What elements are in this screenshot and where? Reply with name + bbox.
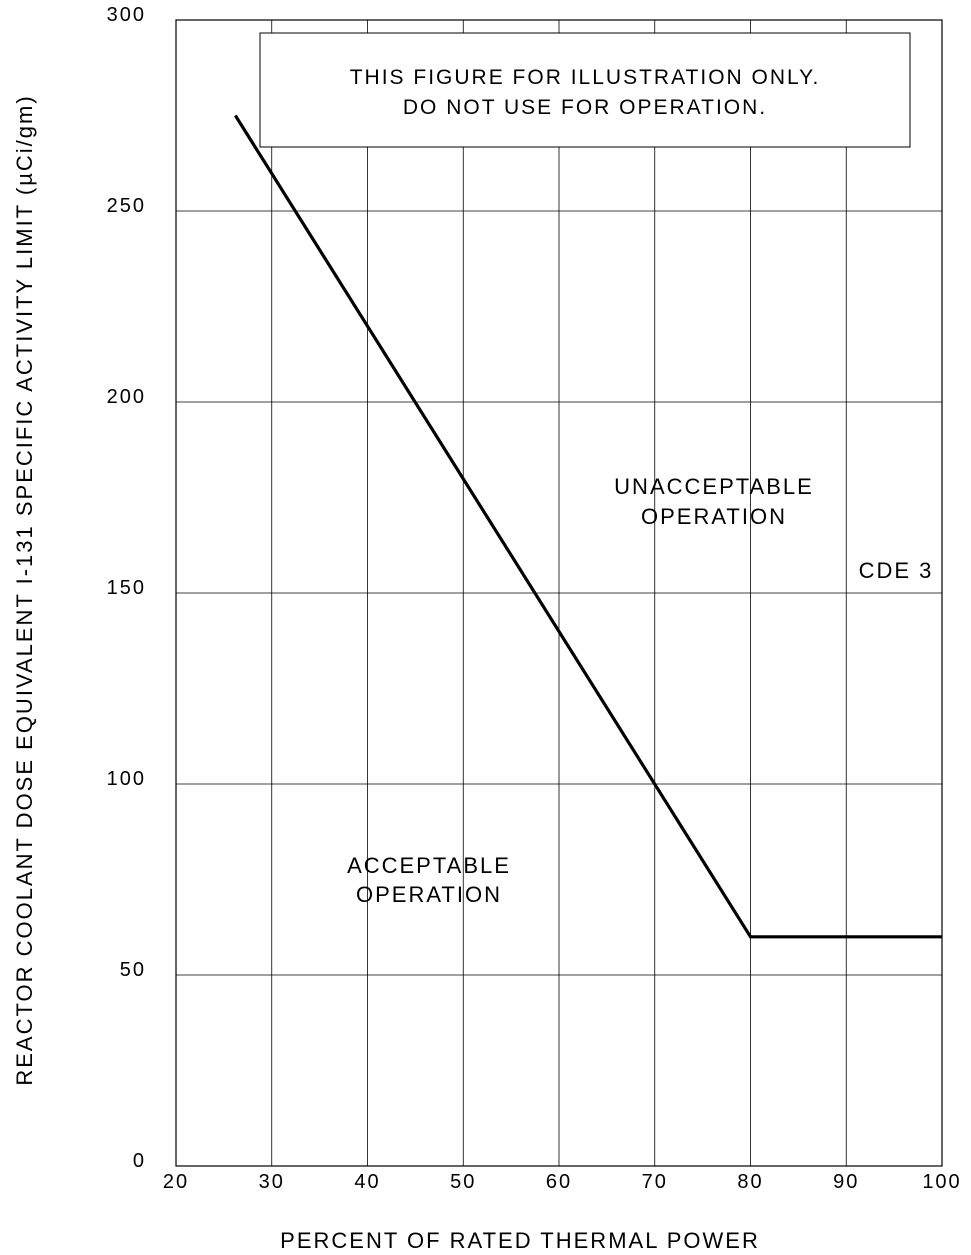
x-tick-label-30: 30 [259,1171,285,1193]
acceptable-label-line-2: OPERATION [356,882,502,907]
x-tick-label-80: 80 [737,1171,763,1193]
y-tick-label-250: 250 [107,195,146,217]
x-tick-label-70: 70 [642,1171,668,1193]
unacceptable-label-line-2: OPERATION [641,504,787,529]
x-tick-label-90: 90 [833,1171,859,1193]
series-layer [234,114,942,939]
figure-id-label: CDE 3 [859,558,934,583]
y-tick-label-300: 300 [107,4,146,26]
acceptable-label-line-1: ACCEPTABLE [347,853,511,878]
y-axis-title: REACTOR COOLANT DOSE EQUIVALENT I-131 SP… [12,94,37,1085]
plot-frame [175,19,943,1167]
grid-lines [175,19,943,1167]
y-tick-labels: 0 50 100 150 200 250 300 [107,4,146,1172]
y-tick-label-150: 150 [107,577,146,599]
x-tick-labels: 20 30 40 50 60 70 80 90 100 [163,1171,961,1193]
disclaimer-line-2: DO NOT USE FOR OPERATION. [403,96,767,119]
disclaimer-line-1: THIS FIGURE FOR ILLUSTRATION ONLY. [350,66,821,89]
y-tick-label-50: 50 [120,959,146,981]
x-axis-title: PERCENT OF RATED THERMAL POWER [280,1228,760,1253]
x-tick-label-20: 20 [163,1171,189,1193]
limit-line-series-0 [234,114,942,939]
y-tick-label-0: 0 [133,1150,146,1172]
x-tick-label-50: 50 [450,1171,476,1193]
y-tick-label-100: 100 [107,768,146,790]
x-tick-label-40: 40 [354,1171,380,1193]
x-tick-label-100: 100 [922,1171,961,1193]
unacceptable-label-line-1: UNACCEPTABLE [614,474,814,499]
x-tick-label-60: 60 [546,1171,572,1193]
disclaimer-box [259,32,911,148]
y-tick-label-200: 200 [107,386,146,408]
